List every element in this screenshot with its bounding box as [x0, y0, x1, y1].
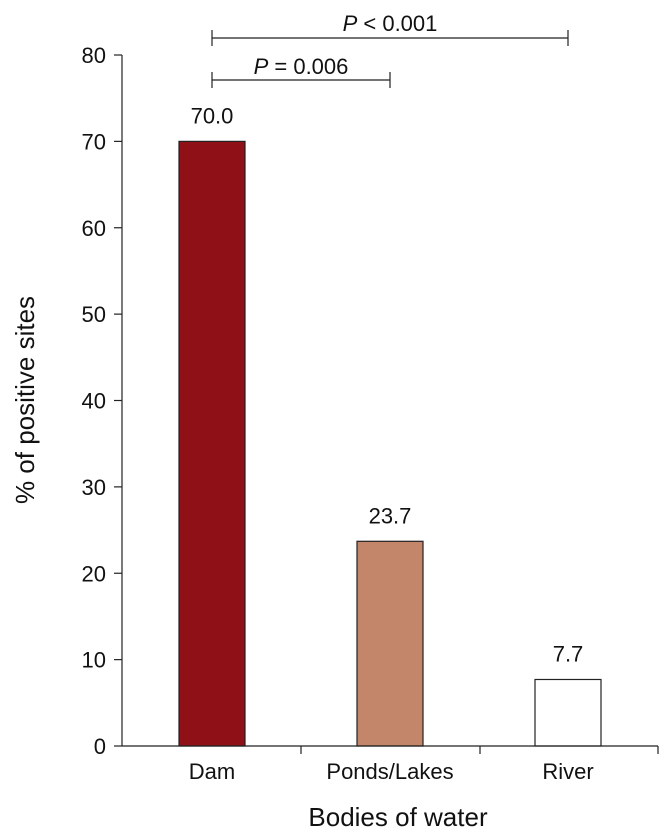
- x-category-label-1: Dam: [189, 759, 235, 784]
- significance-label-1: P = 0.006: [254, 54, 349, 79]
- significance-p-1: P: [254, 54, 269, 79]
- tick-labels: 0 10 20 30 40 50 60 70 80 Dam Ponds/Lakes River: [82, 43, 594, 784]
- significance-p-2: P: [343, 11, 358, 36]
- bar-ponds-lakes: [356, 540, 424, 747]
- y-tick-label-10: 10: [82, 648, 106, 673]
- y-tick-label-60: 60: [82, 216, 106, 241]
- y-tick-label-40: 40: [82, 389, 106, 414]
- bar-dam: [178, 140, 246, 747]
- significance-value-1: = 0.006: [268, 54, 348, 79]
- y-axis-label: % of positive sites: [10, 296, 40, 504]
- y-tick-label-50: 50: [82, 302, 106, 327]
- significance-label-2: P < 0.001: [343, 11, 438, 36]
- x-category-label-3: River: [542, 759, 593, 784]
- bar-value-label-1: 70.0: [191, 103, 234, 128]
- significance-value-2: < 0.001: [357, 11, 437, 36]
- x-category-label-2: Ponds/Lakes: [326, 759, 453, 784]
- x-axis-label: Bodies of water: [308, 802, 488, 832]
- bar-river: [534, 678, 602, 747]
- y-tick-label-30: 30: [82, 475, 106, 500]
- y-tick-label-0: 0: [94, 734, 106, 759]
- y-tick-label-80: 80: [82, 43, 106, 68]
- y-tick-label-20: 20: [82, 561, 106, 586]
- value-labels: 70.0 23.7 7.7: [191, 103, 584, 666]
- y-tick-label-70: 70: [82, 129, 106, 154]
- bar-value-label-2: 23.7: [369, 503, 412, 528]
- axes: [114, 54, 659, 754]
- bars: [178, 140, 602, 747]
- bar-value-label-3: 7.7: [553, 641, 584, 666]
